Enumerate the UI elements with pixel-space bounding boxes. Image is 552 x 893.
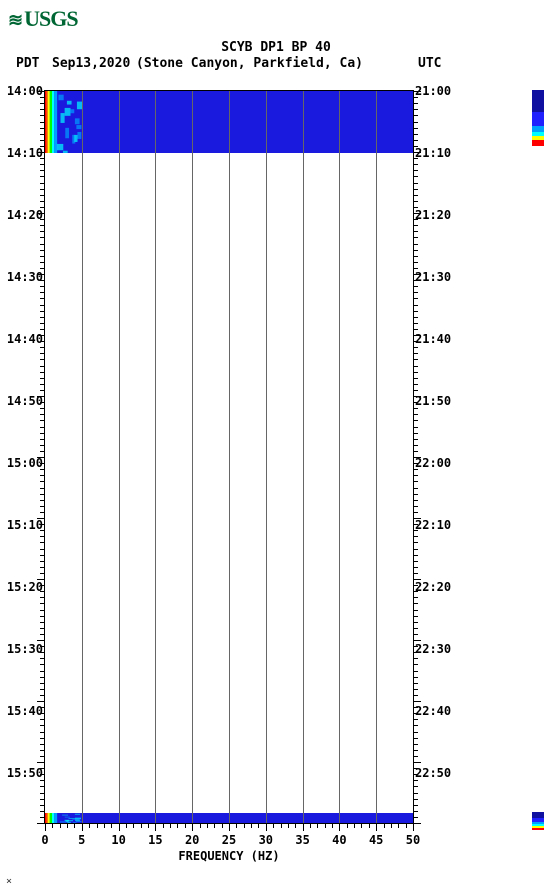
y-left-tick: 14:40 [7,332,45,346]
footer-mark: × [6,876,12,887]
y-right-tick: 22:20 [413,580,451,594]
pdt-label: PDT [16,56,39,71]
x-tick: 5 [78,823,85,847]
y-left-tick: 14:00 [7,84,45,98]
spectrogram-plot: 14:0014:1014:2014:3014:4014:5015:0015:10… [44,90,414,824]
y-right-tick: 22:00 [413,456,451,470]
location-label: (Stone Canyon, Parkfield, Ca) [136,56,363,71]
y-right-tick: 21:40 [413,332,451,346]
x-tick: 0 [41,823,48,847]
y-right-tick: 21:00 [413,84,451,98]
y-left-tick: 14:10 [7,146,45,160]
y-right-tick: 21:30 [413,270,451,284]
x-tick: 15 [148,823,162,847]
utc-label: UTC [418,56,441,71]
wave-icon: ≋ [8,10,22,31]
x-tick: 10 [111,823,125,847]
x-tick: 45 [369,823,383,847]
y-right-tick: 22:40 [413,704,451,718]
date-label: Sep13,2020 [52,56,130,71]
y-left-tick: 14:30 [7,270,45,284]
x-axis-label: FREQUENCY (HZ) [178,823,279,863]
y-left-tick: 15:20 [7,580,45,594]
chart-title: SCYB DP1 BP 40 [0,40,552,55]
y-left-tick: 15:30 [7,642,45,656]
y-left-tick: 15:00 [7,456,45,470]
y-left-tick: 15:10 [7,518,45,532]
x-tick: 40 [332,823,346,847]
y-left-tick: 14:20 [7,208,45,222]
y-right-tick: 21:10 [413,146,451,160]
y-right-tick: 21:50 [413,394,451,408]
x-tick: 35 [295,823,309,847]
logo-text: USGS [24,6,77,31]
y-right-tick: 22:30 [413,642,451,656]
x-tick: 50 [406,823,420,847]
y-right-tick: 22:50 [413,766,451,780]
y-left-tick: 15:50 [7,766,45,780]
y-left-tick: 15:40 [7,704,45,718]
y-left-tick: 14:50 [7,394,45,408]
usgs-logo: ≋USGS [8,6,78,32]
y-right-tick: 22:10 [413,518,451,532]
y-right-tick: 21:20 [413,208,451,222]
